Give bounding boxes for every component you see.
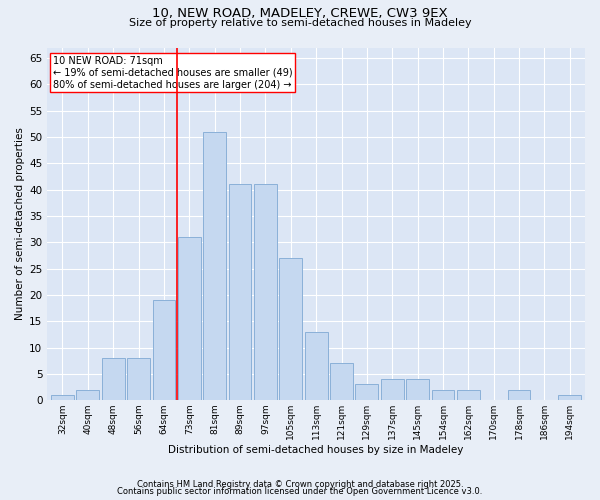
Bar — [152, 300, 175, 400]
Bar — [381, 379, 404, 400]
Bar — [559, 395, 581, 400]
Bar — [254, 184, 277, 400]
Bar — [51, 395, 74, 400]
Bar — [330, 364, 353, 401]
Bar — [508, 390, 530, 400]
Bar — [76, 390, 99, 400]
Text: Contains HM Land Registry data © Crown copyright and database right 2025.: Contains HM Land Registry data © Crown c… — [137, 480, 463, 489]
Bar — [229, 184, 251, 400]
Text: Contains public sector information licensed under the Open Government Licence v3: Contains public sector information licen… — [118, 487, 482, 496]
Bar — [355, 384, 378, 400]
Bar — [406, 379, 429, 400]
Text: 10 NEW ROAD: 71sqm
← 19% of semi-detached houses are smaller (49)
80% of semi-de: 10 NEW ROAD: 71sqm ← 19% of semi-detache… — [53, 56, 292, 90]
Text: 10, NEW ROAD, MADELEY, CREWE, CW3 9EX: 10, NEW ROAD, MADELEY, CREWE, CW3 9EX — [152, 8, 448, 20]
Bar — [178, 237, 201, 400]
Text: Size of property relative to semi-detached houses in Madeley: Size of property relative to semi-detach… — [128, 18, 472, 28]
Bar — [305, 332, 328, 400]
Bar — [431, 390, 454, 400]
Y-axis label: Number of semi-detached properties: Number of semi-detached properties — [15, 128, 25, 320]
Bar — [102, 358, 125, 401]
Bar — [457, 390, 480, 400]
X-axis label: Distribution of semi-detached houses by size in Madeley: Distribution of semi-detached houses by … — [169, 445, 464, 455]
Bar — [127, 358, 150, 401]
Bar — [280, 258, 302, 400]
Bar — [203, 132, 226, 400]
